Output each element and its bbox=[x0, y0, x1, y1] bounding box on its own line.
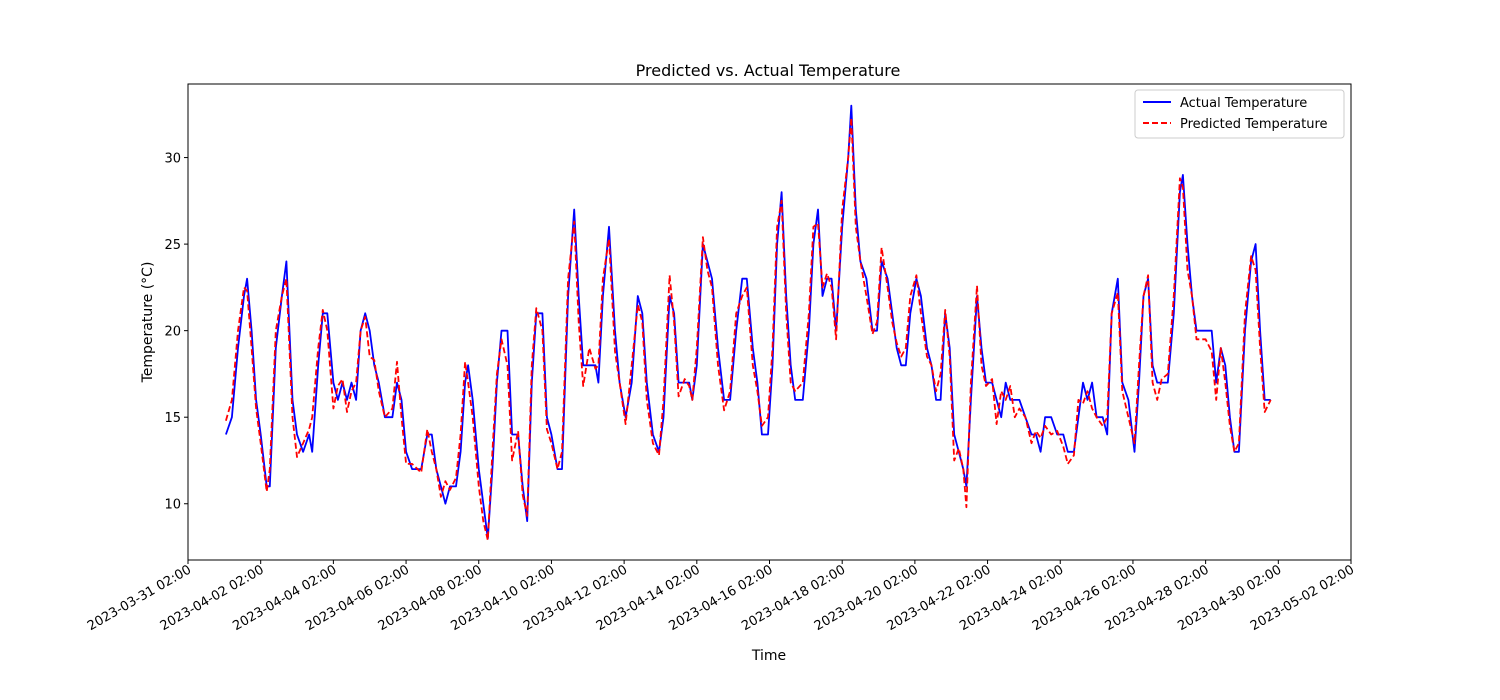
legend-box bbox=[1134, 89, 1345, 139]
y-tick-label: 25 bbox=[164, 238, 181, 253]
y-tick-label: 20 bbox=[164, 325, 181, 340]
x-axis-label: Time bbox=[751, 648, 786, 664]
y-tick-label: 30 bbox=[164, 152, 181, 167]
y-axis-label: Temperature (°C) bbox=[140, 262, 156, 384]
legend-label-actual: Actual Temperature bbox=[1180, 96, 1307, 111]
legend-label-predicted: Predicted Temperature bbox=[1180, 117, 1328, 132]
plot-frame bbox=[187, 83, 1352, 561]
chart-title: Predicted vs. Actual Temperature bbox=[636, 61, 901, 80]
series-line-predicted bbox=[225, 116, 1272, 541]
series-line-actual bbox=[225, 104, 1271, 540]
legend: Actual Temperature Predicted Temperature bbox=[1134, 89, 1345, 139]
y-tick-label: 10 bbox=[164, 498, 181, 513]
y-tick-label: 15 bbox=[164, 411, 181, 426]
series-layer bbox=[225, 104, 1272, 541]
